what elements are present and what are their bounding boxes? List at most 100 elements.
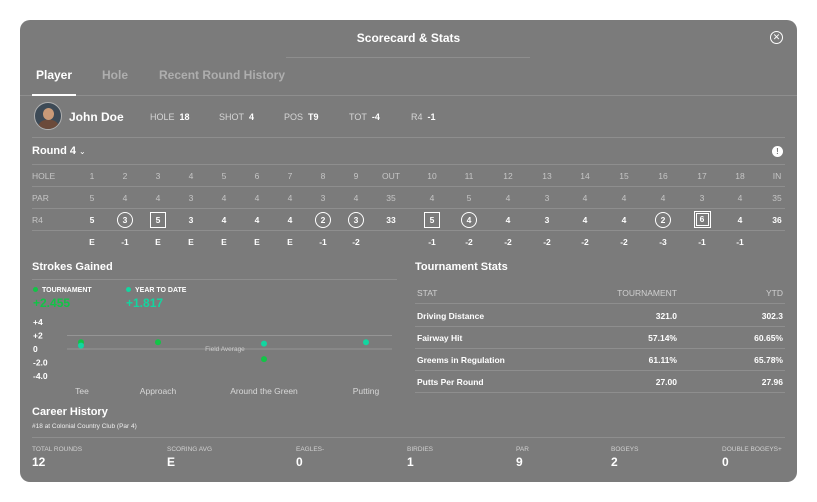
x-category-label: Around the Green [230, 386, 298, 396]
to-par-cell: -2 [620, 237, 628, 247]
tab-player[interactable]: Player [31, 68, 77, 96]
hole-header-cell: 16 [658, 171, 668, 181]
career-stat-value: 9 [516, 455, 523, 469]
data-point [155, 339, 161, 346]
to-par-cell: -2 [352, 237, 360, 247]
modal-header: Scorecard & Stats ✕ [20, 20, 797, 58]
career-stat-value: 2 [611, 455, 618, 469]
tab-hole[interactable]: Hole [102, 68, 129, 82]
career-stat-label: EAGLES- [296, 446, 325, 453]
score-cell: 36 [772, 215, 782, 225]
to-par-cell: -1 [698, 237, 706, 247]
par-cell: 3 [544, 193, 550, 203]
career-history-subtitle: #18 at Colonial Country Club (Par 4) [32, 423, 137, 430]
round-label: Round 4 [32, 145, 76, 157]
player-stat-hole: HOLE 18 [150, 112, 190, 122]
par-cell: 4 [621, 193, 627, 203]
career-stat: BOGEYS 2 [611, 446, 638, 469]
to-par-cell: -2 [465, 237, 473, 247]
score-cell: 3 [344, 209, 368, 231]
career-stat-value: E [167, 455, 176, 469]
score-dsquare-marker: 6 [693, 211, 711, 229]
to-par-cell: E [155, 237, 161, 247]
hole-header-cell: 17 [697, 171, 707, 181]
field-average-label: Field Average [205, 346, 245, 353]
avatar [34, 102, 62, 130]
to-par-cell: E [254, 237, 260, 247]
stats-row: Greems in Regulation 61.11% 65.78% [415, 349, 785, 371]
stats-row: Driving Distance 321.0 302.3 [415, 305, 785, 327]
career-stat: BIRDIES 1 [407, 446, 433, 469]
par-cell: 3 [320, 193, 326, 203]
hole-header-cell: 5 [221, 171, 227, 181]
career-divider [32, 437, 785, 438]
score-circle-marker: 2 [655, 211, 671, 228]
to-par-cell: E [188, 237, 194, 247]
par-cell: 4 [254, 193, 260, 203]
player-name: John Doe [69, 110, 124, 124]
ytd-value: 65.78% [754, 355, 783, 365]
info-icon[interactable]: ! [772, 146, 783, 157]
par-cell: 4 [660, 193, 666, 203]
ytd-value: 302.3 [761, 311, 783, 321]
career-stat-label: BOGEYS [611, 446, 639, 453]
to-par-cell: -1 [736, 237, 744, 247]
hole-header-cell: 6 [254, 171, 260, 181]
close-icon[interactable]: ✕ [770, 31, 783, 44]
par-row: PAR 5 4 4 3 4 4 4 3 4 35 4 5 4 3 4 4 4 3 4 35 [32, 186, 785, 208]
to-par-cell: E [89, 237, 95, 247]
stats-row: Putts Per Round 27.00 27.96 [415, 371, 785, 393]
score-cell: 2 [651, 209, 675, 231]
score-cell: 33 [386, 215, 396, 225]
score-square-marker: 5 [424, 211, 440, 228]
hole-header-cell: 1 [89, 171, 95, 181]
y-tick-label: +4 [33, 317, 43, 327]
par-cell: 4 [582, 193, 588, 203]
career-stat-label: TOTAL ROUNDS [32, 446, 83, 453]
score-cell: 5 [89, 215, 95, 225]
hole-header-cell: 9 [353, 171, 359, 181]
tournament-value: 61.11% [648, 355, 677, 365]
par-cell: 35 [772, 193, 782, 203]
career-stat: TOTAL ROUNDS 12 [32, 446, 82, 469]
to-par-cell: -3 [659, 237, 667, 247]
score-square-marker: 5 [150, 211, 166, 228]
hole-header-cell: 11 [464, 171, 474, 181]
stats-row: Fairway Hit 57.14% 60.65% [415, 327, 785, 349]
score-cell: 6 [690, 209, 714, 231]
round-selector[interactable]: Round 4 ⌄ [32, 145, 86, 157]
score-circle-marker: 3 [348, 211, 364, 228]
to-par-cell: -2 [543, 237, 551, 247]
hole-row: HOLE 1 2 3 4 5 6 7 8 9 OUT 10 11 12 13 14 15 16 17 18 IN [32, 164, 785, 186]
legend-dot [126, 287, 131, 292]
hole-header-cell: 14 [580, 171, 590, 181]
tab-recent-round-history[interactable]: Recent Round History [159, 68, 286, 82]
player-stat-round: R4 -1 [411, 112, 436, 122]
career-stat-label: BIRDIES [407, 446, 434, 453]
legend-tournament: TOURNAMENT [33, 287, 92, 294]
chevron-down-icon: ⌄ [79, 147, 86, 156]
career-stat-value: 1 [407, 455, 414, 469]
tournament-stats-title: Tournament Stats [415, 261, 508, 273]
modal-title: Scorecard & Stats [356, 31, 461, 45]
to-par-cell: -1 [121, 237, 129, 247]
hole-header-cell: 18 [735, 171, 745, 181]
score-cell: 4 [621, 215, 627, 225]
par-cell: 3 [699, 193, 705, 203]
score-cell: 4 [505, 215, 511, 225]
data-point [261, 356, 267, 363]
ytd-sg-value: +1.817 [126, 296, 164, 310]
to-par-cell: -2 [581, 237, 589, 247]
score-circle-marker: 2 [315, 211, 331, 228]
hole-header-cell: 7 [287, 171, 293, 181]
par-cell: 4 [122, 193, 128, 203]
par-cell: 4 [155, 193, 161, 203]
to-par-cell [765, 231, 789, 253]
hole-header-cell: 13 [542, 171, 552, 181]
player-header: John Doe HOLE 18 SHOT 4 POS T9 TOT -4 R4 -1 [32, 100, 785, 138]
score-cell: 5 [420, 209, 444, 231]
player-stat-pos: POS T9 [284, 112, 319, 122]
par-cell: 35 [386, 193, 396, 203]
hole-header-cell: 10 [427, 171, 437, 181]
data-point [78, 342, 84, 349]
